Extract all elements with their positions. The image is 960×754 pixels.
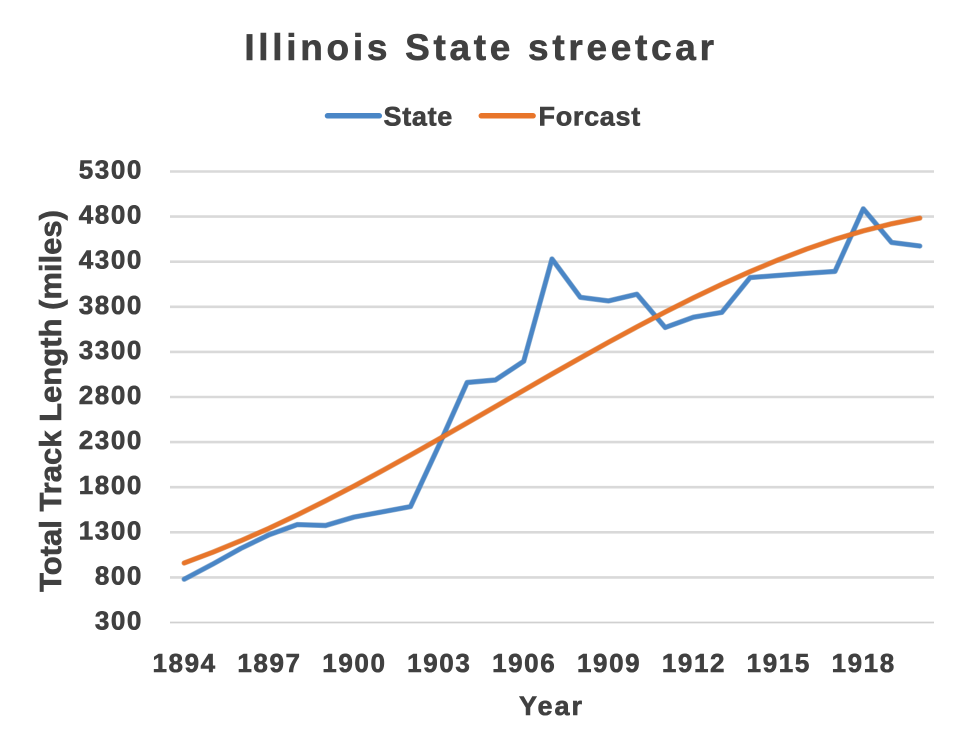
svg-text:Total Track Length (miles): Total Track Length (miles) [33, 210, 68, 592]
svg-text:1800: 1800 [79, 470, 143, 500]
svg-text:5300: 5300 [79, 155, 143, 185]
svg-text:Illinois State streetcar: Illinois State streetcar [244, 27, 717, 68]
svg-text:2800: 2800 [79, 380, 143, 410]
svg-text:1894: 1894 [152, 648, 216, 678]
svg-text:1900: 1900 [322, 648, 386, 678]
svg-text:3800: 3800 [79, 290, 143, 320]
svg-text:1897: 1897 [237, 648, 301, 678]
svg-text:Year: Year [519, 691, 584, 721]
svg-text:1918: 1918 [832, 648, 896, 678]
svg-text:4800: 4800 [79, 200, 143, 230]
svg-text:800: 800 [95, 560, 143, 590]
svg-text:2300: 2300 [79, 425, 143, 455]
svg-text:3300: 3300 [79, 335, 143, 365]
svg-text:Forcast: Forcast [539, 102, 641, 132]
svg-text:1300: 1300 [79, 515, 143, 545]
svg-text:1903: 1903 [407, 648, 471, 678]
svg-text:1906: 1906 [492, 648, 556, 678]
svg-text:300: 300 [95, 606, 143, 636]
svg-text:4300: 4300 [79, 245, 143, 275]
svg-text:1912: 1912 [662, 648, 726, 678]
svg-text:State: State [384, 102, 454, 132]
svg-text:1915: 1915 [747, 648, 811, 678]
svg-text:1909: 1909 [577, 648, 641, 678]
